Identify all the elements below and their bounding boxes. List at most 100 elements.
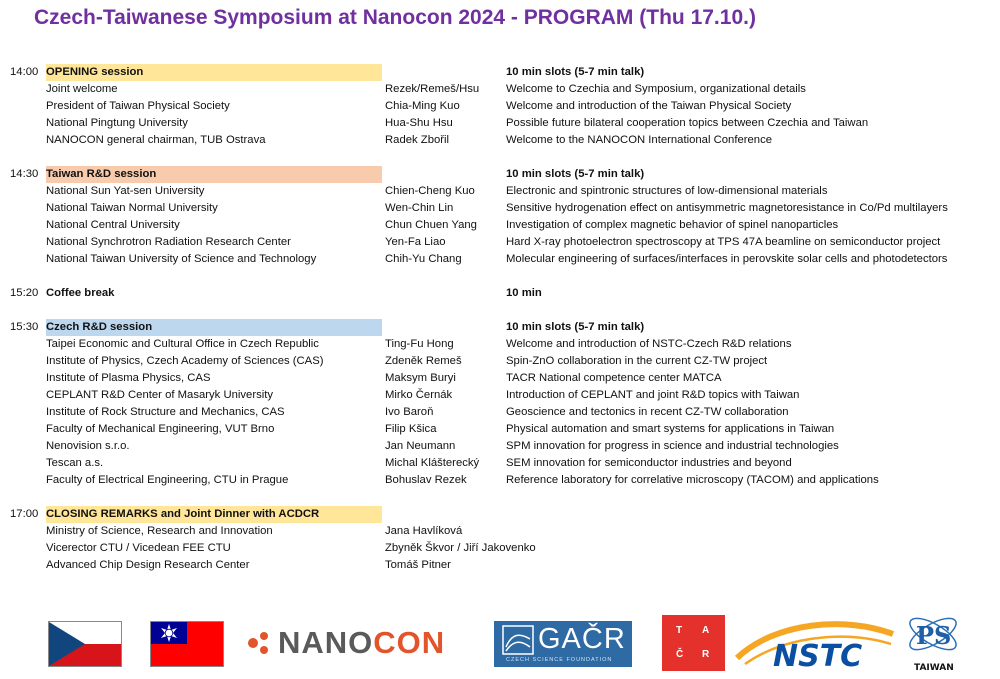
speaker: Hua-Shu Hsu: [385, 117, 453, 129]
session-header-taiwan: 14:30 Taiwan R&D session 10 min slots (5…: [0, 166, 1000, 183]
row-spacer: [0, 268, 1000, 285]
program-row: CEPLANT R&D Center of Masaryk University…: [0, 387, 1000, 404]
nstc-swoosh-icon: NSTC: [734, 621, 895, 674]
session-title: CLOSING REMARKS and Joint Dinner with AC…: [46, 506, 382, 523]
session-slot-info: 10 min slots (5-7 min talk): [506, 66, 645, 78]
talk-topic: Electronic and spintronic structures of …: [506, 185, 828, 197]
organization: President of Taiwan Physical Society: [46, 100, 230, 112]
speaker: Radek Zbořil: [385, 134, 450, 146]
program-row: Faculty of Mechanical Engineering, VUT B…: [0, 421, 1000, 438]
row-spacer: [0, 302, 1000, 319]
ps-taiwan-label: TAIWAN: [914, 663, 954, 673]
speaker: Zbyněk Škvor / Jiří Jakovenko: [385, 542, 536, 554]
organization: Tescan a.s.: [46, 457, 104, 469]
speaker: Maksym Buryi: [385, 372, 456, 384]
session-time: 17:00: [10, 508, 39, 520]
speaker: Michal Klášterecký: [385, 457, 480, 469]
program-row: National Central University Chun Chuen Y…: [0, 217, 1000, 234]
program-row: Advanced Chip Design Research Center Tom…: [0, 557, 1000, 574]
speaker: Jana Havlíková: [385, 525, 463, 537]
organization: Ministry of Science, Research and Innova…: [46, 525, 273, 537]
talk-topic: Welcome to the NANOCON International Con…: [506, 134, 773, 146]
tacr-letter: Č: [676, 649, 684, 660]
tacr-letter: A: [702, 625, 710, 636]
speaker: Chun Chuen Yang: [385, 219, 477, 231]
session-header-czech: 15:30 Czech R&D session 10 min slots (5-…: [0, 319, 1000, 336]
organization: Faculty of Electrical Engineering, CTU i…: [46, 474, 289, 486]
program-row: Faculty of Electrical Engineering, CTU i…: [0, 472, 1000, 489]
session-time: 14:30: [10, 168, 39, 180]
program-row: Joint welcome Rezek/Remeš/Hsu Welcome to…: [0, 81, 1000, 98]
talk-topic: SEM innovation for semiconductor industr…: [506, 457, 792, 469]
organization: National Pingtung University: [46, 117, 188, 129]
row-spacer: [0, 489, 1000, 506]
czech-flag-icon: [48, 621, 122, 667]
nanocon-wordmark-con: CON: [373, 625, 446, 660]
organization: National Central University: [46, 219, 180, 231]
talk-topic: Investigation of complex magnetic behavi…: [506, 219, 839, 231]
program-row: National Synchrotron Radiation Research …: [0, 234, 1000, 251]
row-spacer: [0, 149, 1000, 166]
program-row: Institute of Rock Structure and Mechanic…: [0, 404, 1000, 421]
organization: CEPLANT R&D Center of Masaryk University: [46, 389, 274, 401]
talk-topic: Geoscience and tectonics in recent CZ-TW…: [506, 406, 789, 418]
physical-society-logo: PS TAIWAN: [902, 608, 964, 674]
session-title: Czech R&D session: [46, 319, 382, 336]
talk-topic: Molecular engineering of surfaces/interf…: [506, 253, 948, 265]
organization: Nenovision s.r.o.: [46, 440, 130, 452]
nstc-wordmark: NSTC: [773, 639, 862, 670]
program-row: National Taiwan Normal University Wen-Ch…: [0, 200, 1000, 217]
program-row: Institute of Plasma Physics, CAS Maksym …: [0, 370, 1000, 387]
organization: National Sun Yat-sen University: [46, 185, 205, 197]
session-slot-info: 10 min slots (5-7 min talk): [506, 321, 645, 333]
tacr-letter: R: [702, 649, 710, 660]
program-row: NANOCON general chairman, TUB Ostrava Ra…: [0, 132, 1000, 149]
session-time: 15:30: [10, 321, 39, 333]
gacr-logo: GAČR CZECH SCIENCE FOUNDATION: [494, 621, 632, 667]
program-row: Ministry of Science, Research and Innova…: [0, 523, 1000, 540]
program-row: National Sun Yat-sen University Chien-Ch…: [0, 183, 1000, 200]
speaker: Wen-Chin Lin: [385, 202, 454, 214]
organization: Joint welcome: [46, 83, 118, 95]
program-row: Vicerector CTU / Vicedean FEE CTU Zbyněk…: [0, 540, 1000, 557]
program-row: Taipei Economic and Cultural Office in C…: [0, 336, 1000, 353]
talk-topic: SPM innovation for progress in science a…: [506, 440, 839, 452]
organization: Advanced Chip Design Research Center: [46, 559, 250, 571]
organization: Taipei Economic and Cultural Office in C…: [46, 338, 319, 350]
session-header-opening: 14:00 OPENING session 10 min slots (5-7 …: [0, 64, 1000, 81]
speaker: Chia-Ming Kuo: [385, 100, 460, 112]
talk-topic: Possible future bilateral cooperation to…: [506, 117, 869, 129]
tacr-letter: T: [676, 625, 683, 636]
talk-topic: Hard X-ray photoelectron spectroscopy at…: [506, 236, 941, 248]
ps-letters: PS: [916, 621, 951, 650]
program-row: President of Taiwan Physical Society Chi…: [0, 98, 1000, 115]
session-slot-info: 10 min slots (5-7 min talk): [506, 168, 645, 180]
organization: National Taiwan University of Science an…: [46, 253, 317, 265]
organization: National Taiwan Normal University: [46, 202, 218, 214]
session-time: 14:00: [10, 66, 39, 78]
speaker: Ivo Baroň: [385, 406, 434, 418]
nanocon-wordmark: NANOCON: [278, 623, 445, 663]
organization: Faculty of Mechanical Engineering, VUT B…: [46, 423, 275, 435]
organization: Institute of Plasma Physics, CAS: [46, 372, 211, 384]
organization: Vicerector CTU / Vicedean FEE CTU: [46, 542, 231, 554]
talk-topic: Welcome and introduction of NSTC-Czech R…: [506, 338, 792, 350]
program-row: Institute of Physics, Czech Academy of S…: [0, 353, 1000, 370]
talk-topic: Spin-ZnO collaboration in the current CZ…: [506, 355, 768, 367]
program-row: Tescan a.s. Michal Klášterecký SEM innov…: [0, 455, 1000, 472]
program-table: 14:00 OPENING session 10 min slots (5-7 …: [0, 64, 1000, 574]
session-slot-info: 10 min: [506, 287, 542, 299]
organization: Institute of Physics, Czech Academy of S…: [46, 355, 324, 367]
coffee-break-row: 15:20 Coffee break 10 min: [0, 285, 1000, 302]
session-time: 15:20: [10, 287, 39, 299]
nstc-logo: NSTC: [734, 618, 897, 674]
gacr-emblem-icon: [502, 625, 534, 655]
session-title: OPENING session: [46, 64, 382, 81]
speaker: Tomáš Pitner: [385, 559, 451, 571]
page-title: Czech-Taiwanese Symposium at Nanocon 202…: [34, 6, 756, 29]
talk-topic: TACR National competence center MATCA: [506, 372, 722, 384]
nanocon-wordmark-nano: NANO: [278, 625, 374, 660]
speaker: Bohuslav Rezek: [385, 474, 467, 486]
talk-topic: Introduction of CEPLANT and joint R&D to…: [506, 389, 800, 401]
talk-topic: Welcome and introduction of the Taiwan P…: [506, 100, 792, 112]
